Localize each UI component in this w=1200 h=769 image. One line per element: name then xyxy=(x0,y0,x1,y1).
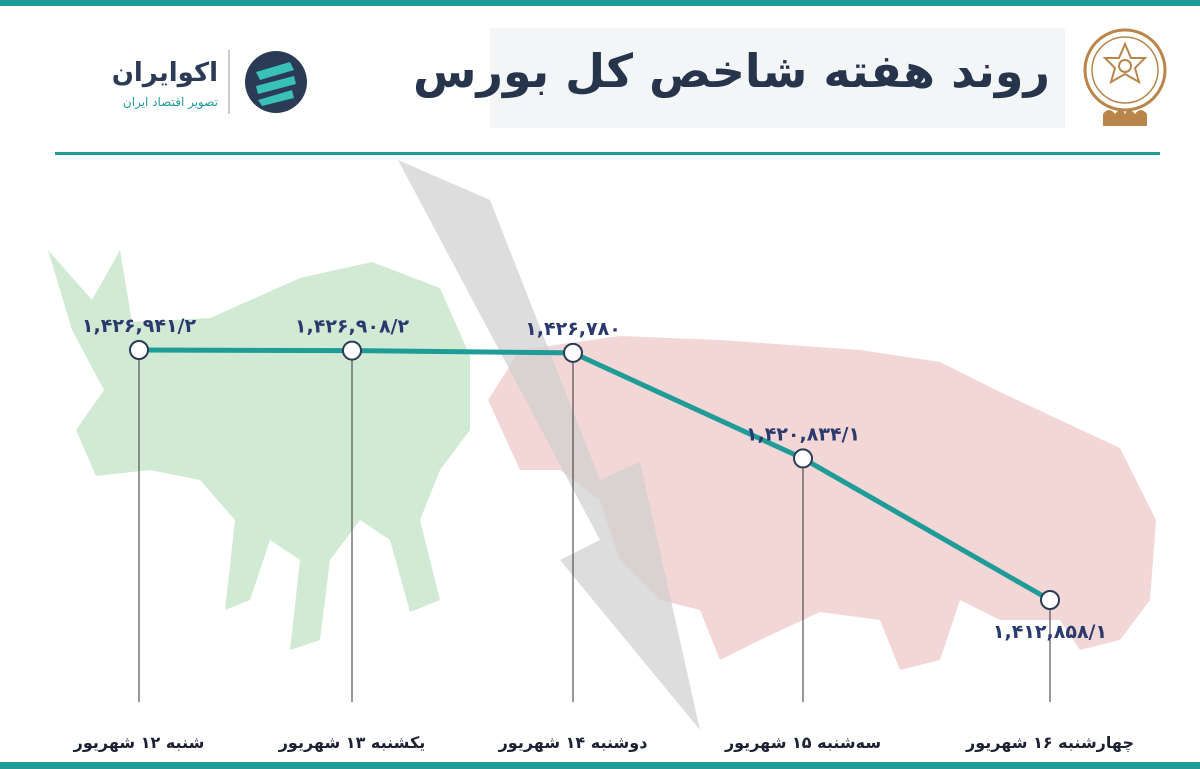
brand-divider xyxy=(228,50,230,114)
data-label: ۱,۴۲۶,۷۸۰ xyxy=(525,318,621,340)
x-axis-labels: شنبه ۱۲ شهریور یکشنبه ۱۳ شهریور دوشنبه ۱۴ … xyxy=(73,733,1134,753)
x-tick-label: یکشنبه ۱۳ شهریور xyxy=(278,733,426,752)
data-point xyxy=(1040,590,1060,610)
top-accent-bar xyxy=(0,0,1200,6)
data-point xyxy=(793,448,813,469)
data-points xyxy=(129,340,1060,610)
bull-silhouette xyxy=(48,250,470,650)
x-tick-label: شنبه ۱۲ شهریور xyxy=(73,733,205,752)
data-label: ۱,۴۲۰,۸۳۴/۱ xyxy=(746,423,860,445)
page-title: روند هفته شاخص کل بورس xyxy=(413,44,1050,98)
data-label: ۱,۴۲۶,۹۰۸/۲ xyxy=(295,316,410,338)
header-separator xyxy=(55,152,1160,155)
data-point xyxy=(129,340,149,360)
title-background xyxy=(490,28,1065,128)
down-arrow-graphic xyxy=(398,160,700,730)
guide-lines xyxy=(138,350,1051,702)
brand-subtitle: تصویر اقتصاد ایران xyxy=(122,95,218,109)
data-label: ۱,۴۱۲,۸۵۸/۱ xyxy=(993,621,1107,643)
x-tick-label: دوشنبه ۱۴ شهریور xyxy=(498,733,648,752)
bottom-accent-bar xyxy=(0,762,1200,769)
seal-emblem xyxy=(1083,28,1167,126)
brand-logo-icon xyxy=(245,51,307,113)
brand-name: اکوایران xyxy=(111,58,218,88)
data-label: ۱,۴۲۶,۹۴۱/۲ xyxy=(82,315,197,337)
value-labels: ۱,۴۲۶,۹۴۱/۲ ۱,۴۲۶,۹۰۸/۲ ۱,۴۲۶,۷۸۰ ۱,۴۲۰,۸۳۴… xyxy=(82,315,1107,643)
x-tick-label: سه‌شنبه ۱۵ شهریور xyxy=(724,733,881,752)
data-point xyxy=(563,342,583,363)
data-point xyxy=(342,340,362,361)
x-tick-label: چهارشنبه ۱۶ شهریور xyxy=(965,733,1134,753)
